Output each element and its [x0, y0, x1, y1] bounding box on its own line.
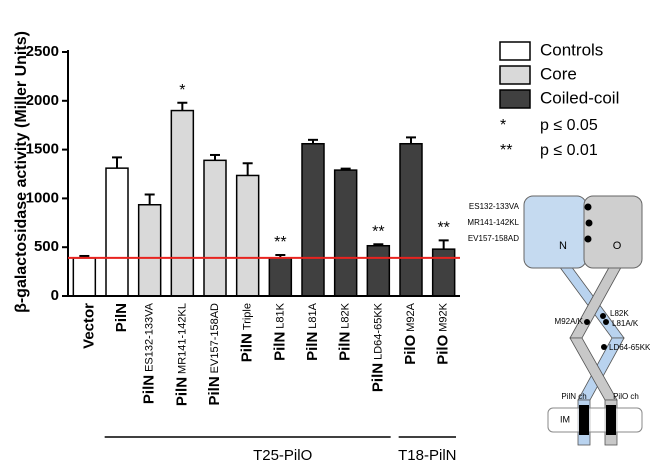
- significance-mark: **: [372, 223, 384, 240]
- x-tick-label: PilN EV157-158AD: [206, 303, 223, 406]
- legend-swatch: [499, 65, 531, 85]
- domain-diagram: N O ES132-133VA MR141-142KL EV157-158AD …: [467, 195, 650, 446]
- pilO-tm-core: [606, 405, 616, 435]
- x-tick-label-main: PilN: [173, 377, 190, 406]
- bar: [105, 167, 129, 297]
- y-tick-label: 500: [34, 238, 59, 255]
- o-domain: [583, 195, 643, 269]
- x-tick-label: PilN L81A: [304, 302, 321, 361]
- mutation-dot: [603, 319, 609, 325]
- x-tick-label-main: PilN: [304, 332, 321, 361]
- y-tick-label: 0: [51, 287, 59, 304]
- bar: [137, 203, 162, 297]
- x-tick-label-main: PilN: [206, 376, 223, 405]
- legend-label: p ≤ 0.01: [540, 142, 598, 159]
- x-tick-label-main: PilN: [271, 332, 288, 361]
- x-tick-label: PilN: [113, 303, 130, 332]
- bar: [268, 257, 293, 297]
- x-tick-label-main: Vector: [80, 303, 97, 349]
- mutation-dot: [600, 313, 606, 319]
- legend-label: Controls: [540, 40, 603, 59]
- bar: [170, 109, 195, 297]
- x-tick-label-main: PilN: [369, 363, 386, 392]
- group-label: T18-PilN: [398, 447, 456, 464]
- x-tick-label-main: PilN: [337, 332, 354, 361]
- mutation-dot: [601, 344, 607, 350]
- x-tick-label-main: PilN: [239, 333, 256, 362]
- mutation-label: MR141-142KL: [467, 218, 519, 227]
- x-tick-label: PilO M92K: [435, 302, 452, 364]
- x-tick-label-sub: MR141-142KL: [176, 303, 188, 374]
- significance-mark: **: [437, 220, 449, 237]
- bar: [431, 248, 456, 297]
- x-tick-label: PilN MR141-142KL: [173, 303, 190, 406]
- n-label: N: [559, 240, 567, 252]
- x-tick-label: PilN L81K: [271, 302, 288, 361]
- x-tick-label-sub: L81K: [274, 302, 286, 328]
- mutation-label: M92A/K: [555, 317, 584, 326]
- x-tick-label-main: PilN: [113, 303, 130, 332]
- legend-symbol: *: [500, 117, 506, 134]
- mutation-label: LD64-65KK: [609, 343, 650, 352]
- x-tick-label-main: PilN: [141, 375, 158, 404]
- bar: [366, 244, 391, 297]
- legend-label: Coiled-coil: [540, 88, 619, 107]
- x-tick-label: PilN L82K: [337, 302, 354, 361]
- x-tick-label-sub: ES132-133VA: [144, 302, 156, 372]
- mutation-label: EV157-158AD: [468, 234, 519, 243]
- x-tick-label: PilO M92A: [402, 302, 419, 364]
- y-tick-label: 1500: [26, 141, 59, 158]
- x-tick-label: Vector: [80, 303, 97, 349]
- legend-swatch: [499, 89, 531, 109]
- group-label: T25-PilO: [253, 447, 312, 464]
- x-tick-label-sub: L82K: [340, 302, 352, 328]
- bar: [301, 142, 325, 297]
- x-tick-label-sub: LD64-65KK: [372, 302, 384, 360]
- significance-mark: **: [274, 234, 286, 251]
- significance-mark: *: [179, 82, 185, 99]
- mutation-label: L82K: [610, 309, 629, 318]
- mutation-label: ES132-133VA: [469, 202, 520, 211]
- mutation-label: L81A/K: [612, 319, 639, 328]
- y-tick-label: 1000: [26, 189, 59, 206]
- x-tick-label-sub: L81A: [307, 302, 319, 328]
- bar: [72, 257, 97, 297]
- mutation-dot: [584, 235, 592, 243]
- mutation-dot: [584, 319, 590, 325]
- legend-label: p ≤ 0.05: [540, 117, 598, 134]
- membrane-label: IM: [560, 414, 570, 424]
- x-tick-label-main: PilO: [402, 334, 419, 364]
- legend-symbol: **: [500, 142, 512, 159]
- pilO-label: PilO ch: [613, 392, 639, 401]
- x-tick-label-main: PilO: [435, 334, 452, 364]
- x-tick-label: PilN Triple: [239, 303, 256, 362]
- legend-label: Core: [540, 64, 577, 83]
- x-tick-label-sub: Triple: [242, 303, 254, 330]
- bar: [333, 169, 358, 297]
- pilN-label: PilN ch: [561, 392, 586, 401]
- mutation-dot: [584, 203, 592, 211]
- x-tick-label-sub: M92K: [438, 302, 450, 331]
- x-tick-label-sub: M92A: [405, 302, 417, 331]
- bar: [235, 174, 260, 297]
- bar: [399, 142, 423, 297]
- y-axis-label: β-galactosidase activity (Miller Units): [13, 31, 30, 313]
- y-tick-label: 2500: [26, 43, 59, 60]
- x-tick-label-sub: EV157-158AD: [209, 303, 221, 373]
- mutation-dot: [585, 219, 593, 227]
- x-tick-label: PilN LD64-65KK: [369, 302, 386, 392]
- membrane: [547, 407, 643, 433]
- legend-swatch: [499, 41, 531, 61]
- y-tick-label: 2000: [26, 92, 59, 109]
- x-tick-label: PilN ES132-133VA: [141, 302, 158, 404]
- n-domain: [523, 195, 587, 269]
- o-label: O: [613, 240, 622, 252]
- pilN-tm-core: [579, 405, 589, 435]
- bar: [203, 159, 227, 297]
